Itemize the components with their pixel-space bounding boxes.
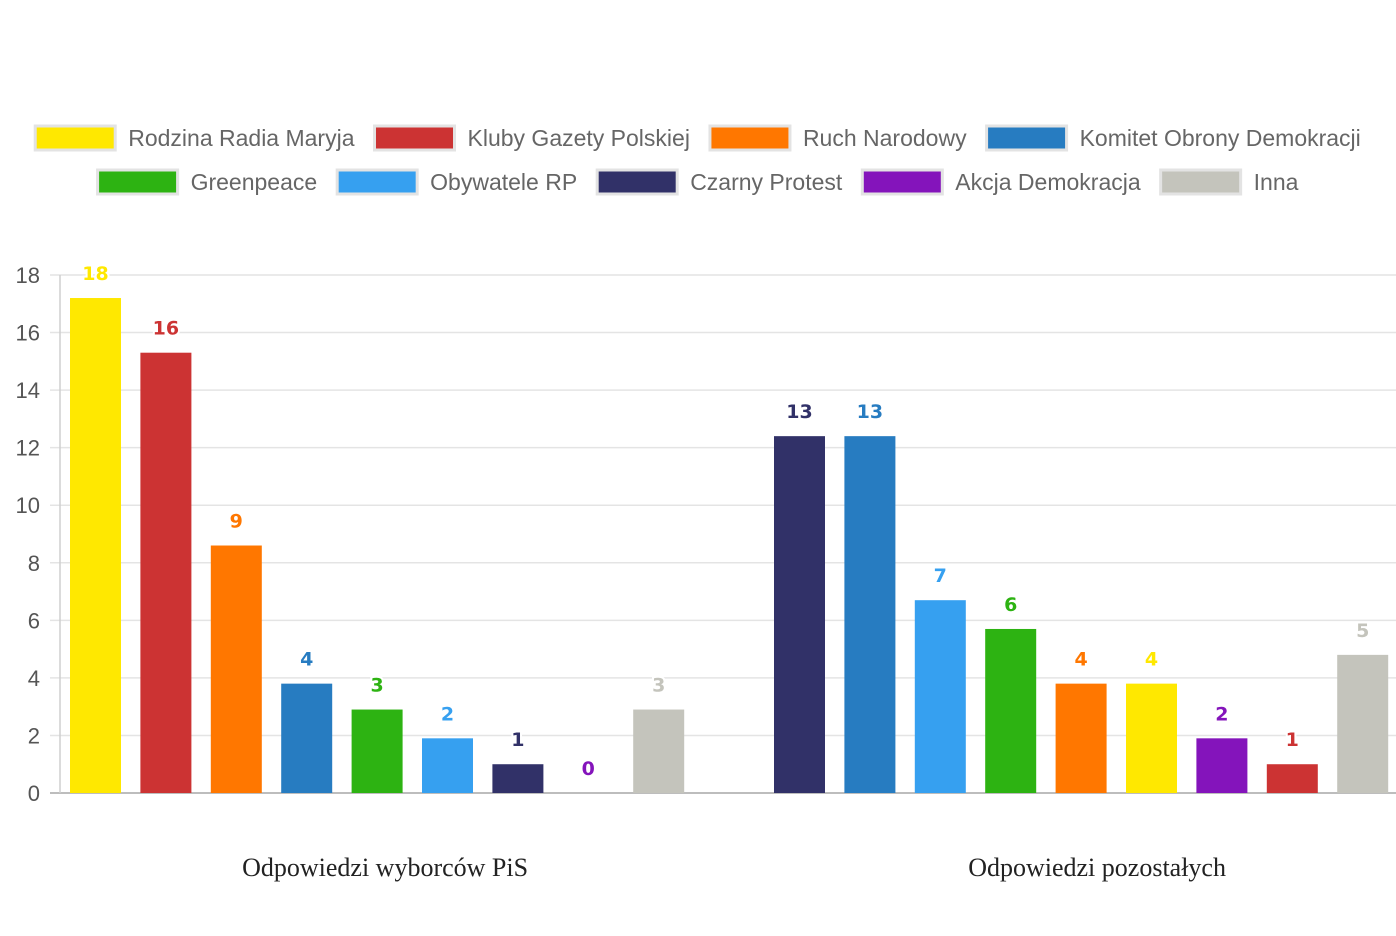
data-label: 7 [934,565,947,587]
x-category-label: Odpowiedzi wyborców PiS [242,853,528,882]
y-tick-label: 4 [28,666,40,691]
data-label: 1 [1286,729,1299,751]
data-label: 9 [230,511,243,533]
bar-ruch-narodowy[interactable] [210,545,262,793]
legend-item-rodzina-radia-maryja[interactable]: Rodzina Radia Maryja [33,124,355,152]
legend-swatch [708,124,792,152]
y-tick-label: 14 [16,378,40,403]
legend-swatch [96,168,180,196]
legend-swatch [985,124,1069,152]
legend-label: Obywatele RP [430,169,577,195]
legend-label: Kluby Gazety Polskiej [468,125,690,151]
legend: Rodzina Radia Maryja Kluby Gazety Polskie… [33,124,1361,196]
data-label: 4 [300,649,313,671]
y-tick-label: 12 [16,436,40,461]
legend-item-obywatele-rp[interactable]: Obywatele RP [335,168,577,196]
legend-label: Inna [1254,169,1299,195]
data-label: 5 [1356,620,1369,642]
y-axis: 0 2 4 6 8 10 12 14 16 18 [16,263,61,806]
bar-inna[interactable] [1337,654,1389,793]
data-label: 16 [153,318,179,340]
bar-rodzina-radia-maryja[interactable] [1126,683,1177,793]
data-label: 2 [1215,703,1228,725]
x-axis: Odpowiedzi wyborców PiS Odpowiedzi pozost… [242,853,1226,882]
bar-group-odpowiedzi-wyborcow-pis: 18 16 9 4 3 2 1 0 3 [70,261,685,793]
bar-greenpeace[interactable] [351,709,403,793]
data-label: 13 [857,401,883,423]
bar-kluby-gazety-polskiej[interactable] [140,352,192,793]
legend-item-komitet-obrony-demokracji[interactable]: Komitet Obrony Demokracji [985,124,1361,152]
legend-swatch [33,124,117,152]
data-label: 13 [786,401,812,423]
legend-swatch [335,168,419,196]
legend-swatch [1159,168,1243,196]
grid-lines [50,274,1396,794]
bar-komitet-obrony-demokracji[interactable] [281,683,333,793]
bar-czarny-protest[interactable] [774,436,825,793]
legend-label: Czarny Protest [690,169,843,195]
legend-label: Greenpeace [191,169,318,195]
data-label: 0 [582,758,595,780]
bar-obywatele-rp[interactable] [914,600,966,793]
legend-item-czarny-protest[interactable]: Czarny Protest [595,168,843,196]
y-tick-label: 6 [28,608,40,633]
bar-kluby-gazety-polskiej[interactable] [1266,764,1318,793]
data-label: 3 [652,675,665,697]
data-label: 18 [82,263,108,285]
legend-item-ruch-narodowy[interactable]: Ruch Narodowy [708,124,967,152]
x-category-label: Odpowiedzi pozostałych [968,853,1226,882]
legend-swatch [373,124,456,152]
legend-label: Akcja Demokracja [955,169,1141,195]
bars: 18 16 9 4 3 2 1 0 3 13 13 7 6 4 4 2 1 5 [70,261,1389,793]
legend-item-inna[interactable]: Inna [1159,168,1299,196]
data-label: 4 [1074,649,1087,671]
data-label: 1 [511,729,524,751]
data-label: 3 [370,675,383,697]
legend-item-greenpeace[interactable]: Greenpeace [96,168,318,196]
legend-item-akcja-demokracja[interactable]: Akcja Demokracja [860,168,1141,196]
legend-label: Rodzina Radia Maryja [128,125,354,151]
data-label: 6 [1004,594,1017,616]
data-label: 2 [441,703,454,725]
y-tick-label: 10 [16,493,40,518]
legend-item-kluby-gazety-polskiej[interactable]: Kluby Gazety Polskiej [373,124,690,152]
bar-komitet-obrony-demokracji[interactable] [844,436,896,793]
bar-group-odpowiedzi-pozostalych: 13 13 7 6 4 4 2 1 5 [774,399,1389,793]
legend-label: Komitet Obrony Demokracji [1080,125,1361,151]
legend-swatch [595,168,679,196]
y-tick-label: 16 [16,321,40,346]
legend-swatch [860,168,944,196]
bar-greenpeace[interactable] [985,628,1037,793]
y-tick-label: 2 [28,723,40,748]
y-tick-label: 8 [28,551,40,576]
data-label: 4 [1145,649,1158,671]
bar-akcja-demokracja[interactable] [1196,738,1248,793]
y-tick-label: 18 [16,263,40,288]
bar-ruch-narodowy[interactable] [1055,683,1107,793]
bar-rodzina-radia-maryja[interactable] [70,298,121,793]
bar-obywatele-rp[interactable] [422,738,473,793]
y-tick-label: 0 [28,781,40,806]
bar-inna[interactable] [633,709,685,793]
legend-label: Ruch Narodowy [803,125,967,151]
bar-czarny-protest[interactable] [492,764,544,793]
